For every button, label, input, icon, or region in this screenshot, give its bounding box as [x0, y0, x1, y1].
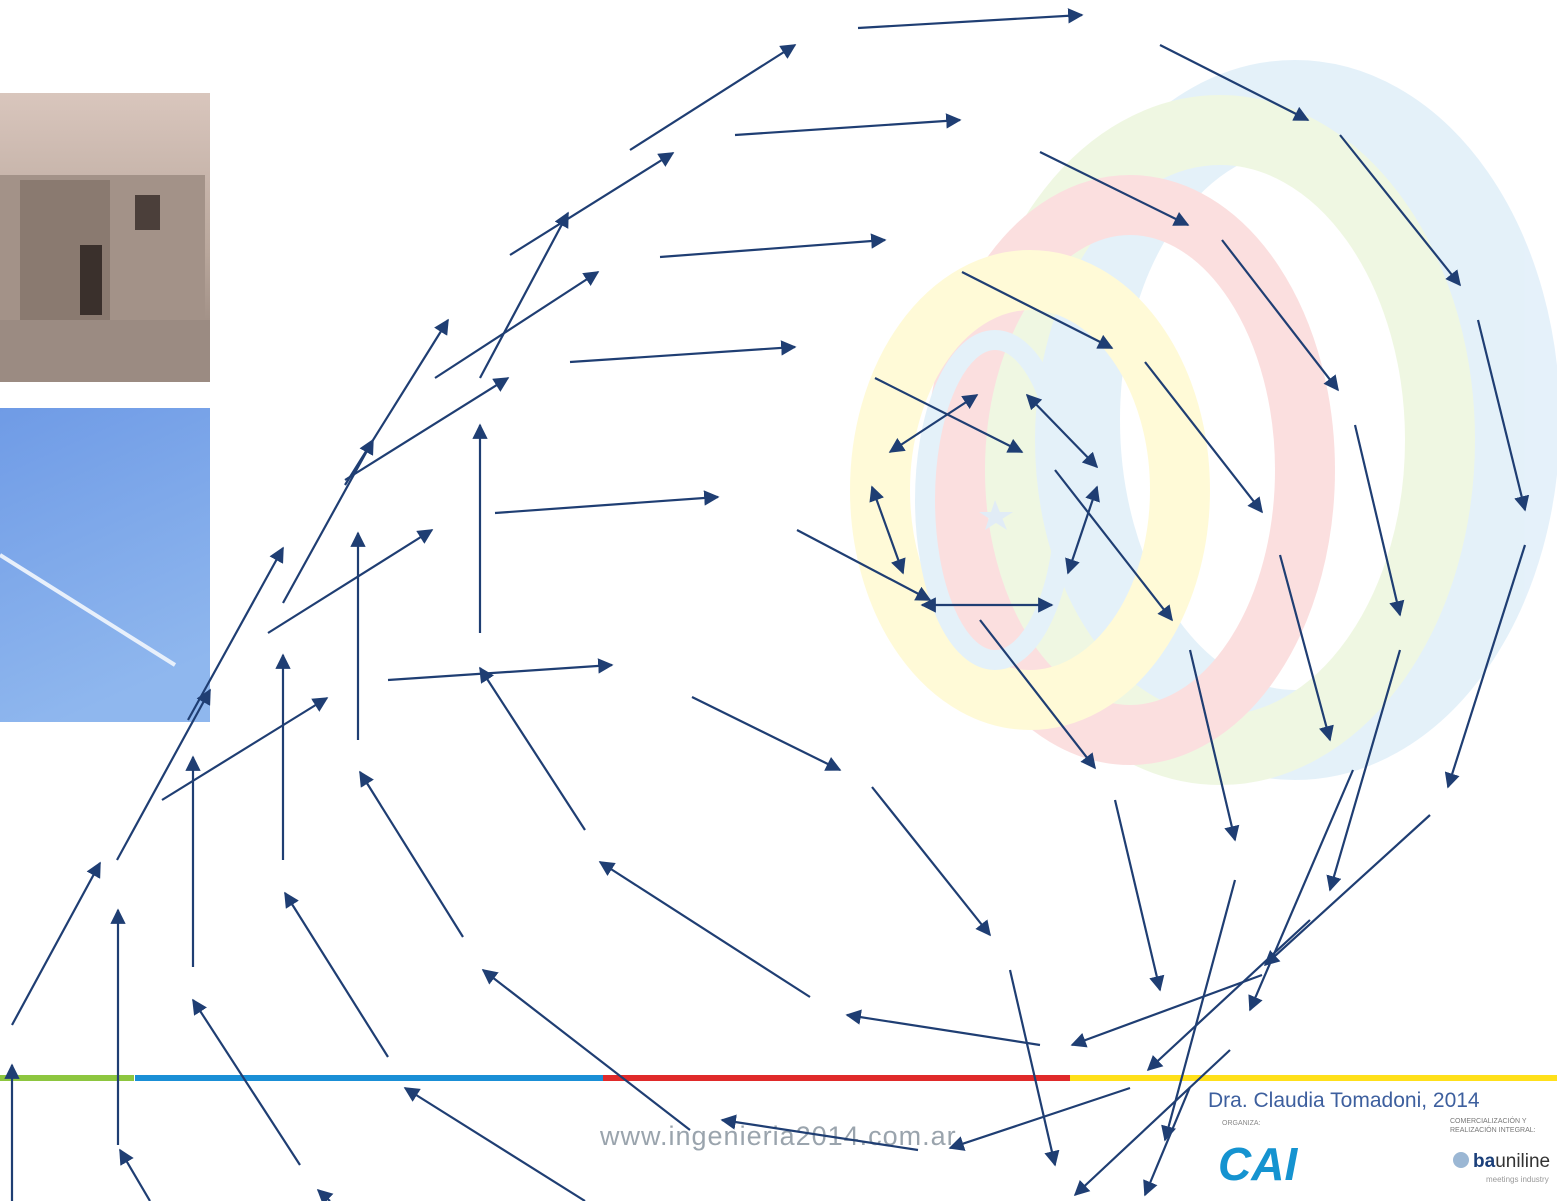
arrow	[283, 440, 373, 603]
arrow	[600, 862, 810, 997]
arrow	[483, 970, 690, 1130]
arrow	[735, 120, 960, 135]
arrow	[1072, 975, 1262, 1045]
arrow	[193, 1000, 300, 1165]
organizer-label: ORGANIZA:	[1222, 1120, 1261, 1127]
arrow	[630, 45, 795, 150]
slide: www.ingenieria2014.com.ar Dra. Claudia T…	[0, 0, 1557, 1201]
arrow	[495, 497, 718, 513]
arrow	[405, 1088, 585, 1201]
arrow	[570, 347, 795, 362]
arrow	[345, 320, 448, 485]
partner-tagline: meetings industry	[1486, 1175, 1549, 1184]
arrow	[847, 1015, 1040, 1045]
photo-building	[0, 93, 210, 382]
partner-icon	[1453, 1152, 1469, 1168]
arrow	[1265, 815, 1430, 965]
arrow	[660, 240, 885, 257]
arrow	[858, 15, 1082, 28]
author: Dra. Claudia Tomadoni, 2014	[1208, 1089, 1480, 1112]
arrow	[268, 530, 432, 633]
arrow	[285, 893, 388, 1057]
partner-label: COMERCIALIZACIÓN Y	[1450, 1116, 1527, 1125]
arrow	[318, 1190, 330, 1201]
page: {"slide": { "author": "Dra. Claudia Toma…	[0, 0, 1557, 1201]
arrow	[1250, 770, 1353, 1010]
partner-label: REALIZACIÓN INTEGRAL:	[1450, 1125, 1536, 1134]
arrow	[120, 1150, 150, 1201]
arrow	[480, 668, 585, 830]
partner-logo: bauniline	[1473, 1151, 1550, 1172]
arrow	[345, 378, 508, 480]
arrow	[1010, 970, 1055, 1165]
arrow	[872, 787, 990, 935]
arrow	[388, 665, 612, 680]
arrow	[480, 213, 568, 378]
arrow	[1145, 1087, 1190, 1195]
arrow	[1115, 800, 1160, 990]
partner-suffix: uniline	[1495, 1151, 1550, 1172]
arrow	[1075, 1050, 1230, 1195]
logos: ORGANIZA: CAI COMERCIALIZACIÓN Y REALIZA…	[1218, 1116, 1550, 1190]
arrow	[692, 697, 840, 770]
partner-prefix: ba	[1473, 1151, 1496, 1172]
photo-sky	[0, 408, 210, 722]
website: www.ingenieria2014.com.ar	[599, 1121, 957, 1151]
color-bar	[0, 1075, 1557, 1081]
arrow	[1148, 920, 1310, 1070]
arrow	[360, 772, 463, 937]
arrow	[12, 863, 100, 1025]
arrow	[510, 153, 673, 255]
organizer-logo: CAI	[1218, 1138, 1298, 1190]
